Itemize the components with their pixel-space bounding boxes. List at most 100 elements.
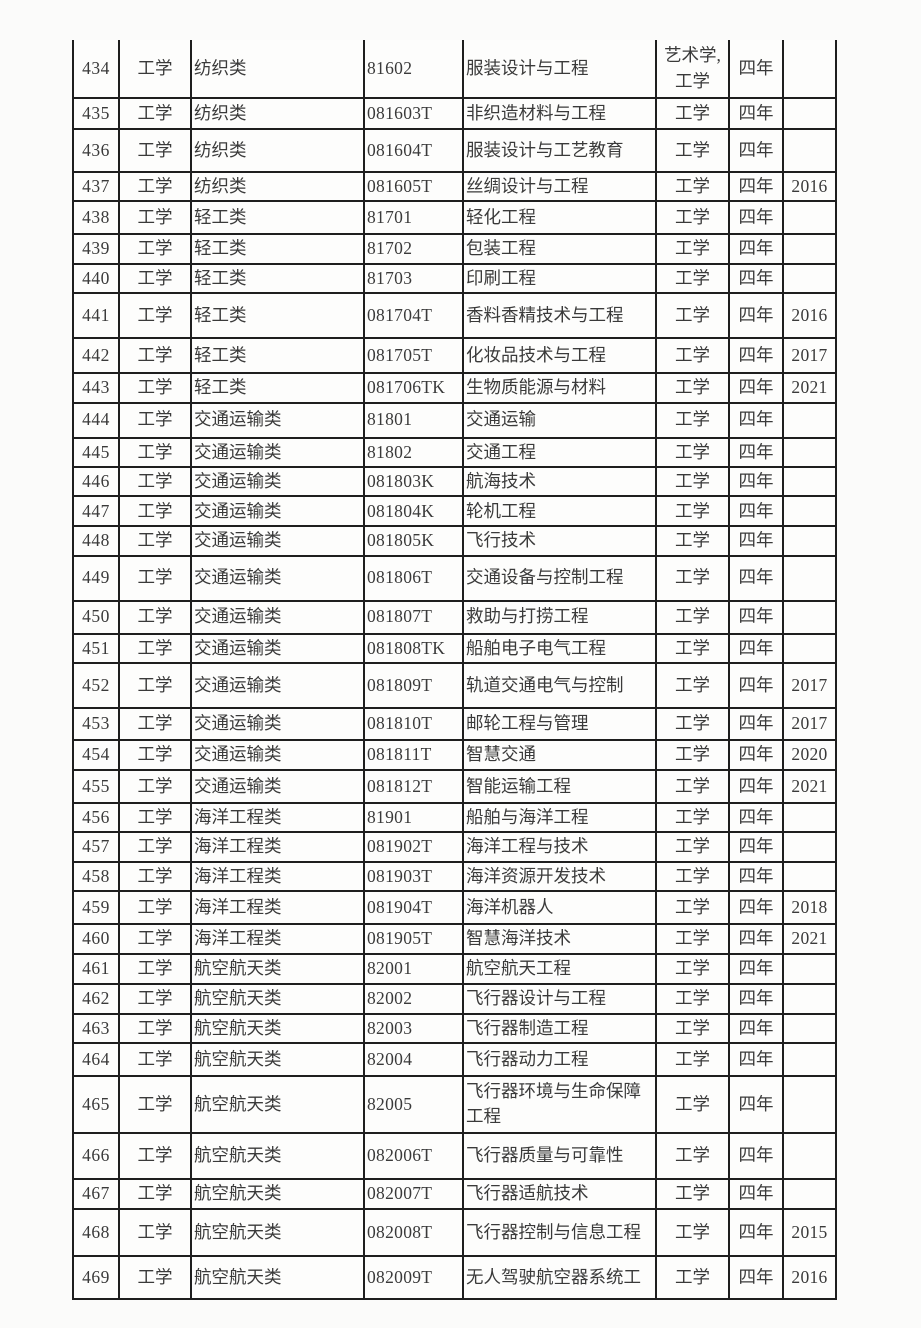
degree-cell: 工学 — [655, 1177, 730, 1210]
row-number-cell: 462 — [72, 983, 120, 1015]
discipline-cell: 工学 — [118, 337, 192, 375]
discipline-cell: 工学 — [118, 554, 192, 602]
degree-cell: 工学 — [655, 262, 730, 295]
code-cell: 82001 — [363, 953, 464, 986]
discipline-cell: 工学 — [118, 769, 192, 804]
duration-cell: 四年 — [728, 1012, 784, 1044]
code-cell: 081603T — [363, 97, 464, 130]
major-catalog-table: 434 工学 纺织类 81602 服装设计与工程 艺术学,工学 四年 435 工学 纺织类 0816… — [72, 40, 837, 1300]
row-number-cell: 434 — [72, 40, 120, 99]
degree-cell: 工学 — [655, 525, 730, 557]
degree-cell: 工学 — [655, 632, 730, 665]
row-number-cell: 438 — [72, 200, 120, 236]
category-cell: 轻工类 — [190, 337, 365, 375]
category-cell: 轻工类 — [190, 292, 365, 340]
major-name-cell: 化妆品技术与工程 — [462, 337, 657, 375]
major-name-cell: 飞行器制造工程 — [462, 1012, 657, 1044]
year-cell: 2018 — [782, 890, 837, 926]
year-cell — [782, 40, 837, 99]
year-cell — [782, 465, 837, 498]
code-cell: 081812T — [363, 769, 464, 804]
code-cell: 81702 — [363, 233, 464, 265]
degree-cell: 工学 — [655, 128, 730, 173]
year-cell — [782, 233, 837, 265]
code-cell: 82003 — [363, 1012, 464, 1044]
table-body: 434 工学 纺织类 81602 服装设计与工程 艺术学,工学 四年 435 工学 纺织类 0816… — [72, 40, 837, 1300]
year-cell — [782, 599, 837, 635]
row-number-cell: 463 — [72, 1012, 120, 1044]
code-cell: 081804K — [363, 495, 464, 528]
table-row: 443 工学 轻工类 081706TK 生物质能源与材料 工学 四年 2021 — [72, 372, 837, 404]
table-row: 459 工学 海洋工程类 081904T 海洋机器人 工学 四年 2018 — [72, 890, 837, 926]
category-cell: 航空航天类 — [190, 1074, 365, 1134]
major-name-cell: 飞行器环境与生命保障工程 — [462, 1074, 657, 1134]
table-row: 451 工学 交通运输类 081808TK 船舶电子电气工程 工学 四年 — [72, 632, 837, 665]
major-name-cell: 智慧海洋技术 — [462, 923, 657, 956]
code-cell: 081803K — [363, 465, 464, 498]
table-row: 440 工学 轻工类 81703 印刷工程 工学 四年 — [72, 262, 837, 295]
year-cell — [782, 401, 837, 439]
category-cell: 轻工类 — [190, 372, 365, 404]
table-row: 446 工学 交通运输类 081803K 航海技术 工学 四年 — [72, 465, 837, 498]
year-cell — [782, 97, 837, 130]
category-cell: 交通运输类 — [190, 599, 365, 635]
discipline-cell: 工学 — [118, 860, 192, 893]
row-number-cell: 435 — [72, 97, 120, 130]
duration-cell: 四年 — [728, 831, 784, 863]
year-cell: 2015 — [782, 1207, 837, 1257]
code-cell: 081805K — [363, 525, 464, 557]
row-number-cell: 467 — [72, 1177, 120, 1210]
category-cell: 纺织类 — [190, 170, 365, 203]
discipline-cell: 工学 — [118, 707, 192, 741]
degree-cell: 工学 — [655, 769, 730, 804]
category-cell: 交通运输类 — [190, 495, 365, 528]
major-name-cell: 飞行器动力工程 — [462, 1041, 657, 1077]
code-cell: 81801 — [363, 401, 464, 439]
discipline-cell: 工学 — [118, 1041, 192, 1077]
category-cell: 交通运输类 — [190, 739, 365, 771]
row-number-cell: 446 — [72, 465, 120, 498]
table-row: 438 工学 轻工类 81701 轻化工程 工学 四年 — [72, 200, 837, 236]
discipline-cell: 工学 — [118, 831, 192, 863]
discipline-cell: 工学 — [118, 801, 192, 834]
year-cell — [782, 801, 837, 834]
discipline-cell: 工学 — [118, 262, 192, 295]
degree-cell: 工学 — [655, 801, 730, 834]
row-number-cell: 444 — [72, 401, 120, 439]
discipline-cell: 工学 — [118, 739, 192, 771]
category-cell: 纺织类 — [190, 40, 365, 99]
code-cell: 81701 — [363, 200, 464, 236]
code-cell: 082006T — [363, 1131, 464, 1180]
degree-cell: 工学 — [655, 233, 730, 265]
table-row: 465 工学 航空航天类 82005 飞行器环境与生命保障工程 工学 四年 — [72, 1074, 837, 1134]
category-cell: 交通运输类 — [190, 436, 365, 468]
row-number-cell: 449 — [72, 554, 120, 602]
degree-cell: 工学 — [655, 97, 730, 130]
category-cell: 交通运输类 — [190, 632, 365, 665]
code-cell: 082007T — [363, 1177, 464, 1210]
table-row: 439 工学 轻工类 81702 包装工程 工学 四年 — [72, 233, 837, 265]
row-number-cell: 459 — [72, 890, 120, 926]
table-row: 455 工学 交通运输类 081812T 智能运输工程 工学 四年 2021 — [72, 769, 837, 804]
category-cell: 海洋工程类 — [190, 801, 365, 834]
row-number-cell: 439 — [72, 233, 120, 265]
degree-cell: 工学 — [655, 1131, 730, 1180]
year-cell — [782, 128, 837, 173]
degree-cell: 工学 — [655, 923, 730, 956]
year-cell: 2020 — [782, 739, 837, 771]
degree-cell: 工学 — [655, 1207, 730, 1257]
discipline-cell: 工学 — [118, 1177, 192, 1210]
category-cell: 海洋工程类 — [190, 890, 365, 926]
major-name-cell: 飞行器设计与工程 — [462, 983, 657, 1015]
year-cell — [782, 1074, 837, 1134]
row-number-cell: 443 — [72, 372, 120, 404]
degree-cell: 工学 — [655, 1041, 730, 1077]
row-number-cell: 447 — [72, 495, 120, 528]
row-number-cell: 456 — [72, 801, 120, 834]
duration-cell: 四年 — [728, 525, 784, 557]
code-cell: 82004 — [363, 1041, 464, 1077]
row-number-cell: 458 — [72, 860, 120, 893]
degree-cell: 工学 — [655, 739, 730, 771]
discipline-cell: 工学 — [118, 97, 192, 130]
duration-cell: 四年 — [728, 97, 784, 130]
